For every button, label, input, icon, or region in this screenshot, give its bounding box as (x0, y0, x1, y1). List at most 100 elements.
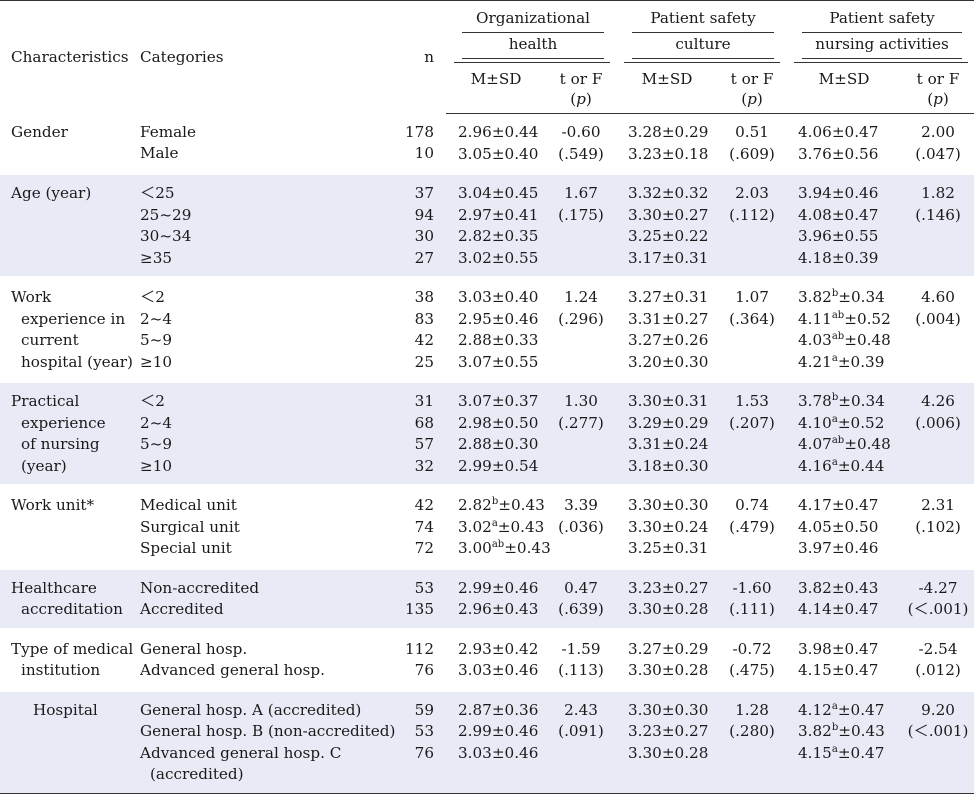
org-health-msd-cell-line: 3.02±0.55 (458, 248, 539, 267)
sd-value: ±0.44 (837, 456, 885, 475)
n-cell-line: 74 (414, 517, 434, 536)
posthoc-superscript: b (831, 288, 839, 299)
n-cell-line: 83 (414, 309, 434, 328)
sd-value: ±0.39 (837, 352, 885, 371)
safety-culture-tf-cell-line: 0.51 (735, 123, 769, 141)
safety-culture-tf-cell: 1.53 (.207) (718, 380, 787, 486)
posthoc-superscript: b (831, 722, 839, 733)
safety-culture-msd-cell-line: 3.27±0.31 (628, 288, 709, 306)
table-row: Practical experience of nursing (year) ＜2 2~4… (0, 380, 974, 486)
safety-culture-msd-cell-line: 3.27±0.26 (628, 331, 709, 349)
sd-value: ±0.43 (504, 539, 551, 557)
org-health-msd-cell-line: 3.05±0.40 (458, 144, 539, 163)
characteristic-cell: Hospital (0, 688, 134, 793)
org-health-tf-cell: 1.30 (.277) (546, 380, 617, 486)
n-cell-line: 25 (414, 352, 434, 371)
safety-nursing-msd-cell-line: 4.07ab±0.48 (798, 434, 902, 456)
safety-nursing-msd-cell-line: 3.82b±0.34 (798, 287, 902, 309)
org-health-msd-cell-line: 3.00ab±0.43 (458, 538, 551, 560)
safety-culture-msd-cell-line: 3.31±0.24 (628, 435, 709, 453)
safety-culture-msd-cell-line: 3.30±0.28 (628, 600, 709, 618)
safety-nursing-tf-cell: 4.26 (.006) (902, 380, 974, 486)
category-cell: ＜2 2~4 5~9 ≥10 (134, 380, 384, 486)
posthoc-superscript: a (491, 517, 498, 529)
n-cell-line: 72 (414, 539, 434, 557)
org-health-tf-cell: -0.60 (.549) (546, 114, 616, 174)
header-characteristics: Characteristics (0, 0, 134, 114)
mean-value: 4.03 (798, 331, 832, 349)
category-cell: Non-accredited Accredited (134, 566, 384, 629)
characteristic-cell-line: Work unit* (11, 496, 95, 514)
org-health-tf-cell-line: 1.24 (564, 288, 598, 306)
mean-value: 3.00 (458, 539, 492, 557)
safety-culture-msd-cell-line: 3.27±0.29 (628, 639, 709, 658)
safety-culture-msd-cell-line: 3.30±0.27 (628, 205, 709, 224)
safety-nursing-msd-cell: 3.82±0.43 4.14±0.47 (786, 566, 903, 629)
safety-culture-msd-cell-line: 3.30±0.28 (628, 661, 709, 679)
org-health-msd-cell: 2.82b±0.43 3.02a±0.43 3.00ab±0.43 (446, 484, 551, 568)
safety-culture-msd-cell: 3.28±0.29 3.23±0.18 (616, 114, 718, 174)
org-health-msd-cell: 3.04±0.45 2.97±0.41 2.82±0.35 3.02±0.55 (446, 172, 546, 278)
safety-nursing-tf-cell: -2.54 (.012) (902, 627, 974, 690)
characteristic-cell-line: current (21, 331, 79, 349)
safety-nursing-tf-cell-line: 9.20 (921, 700, 955, 719)
org-health-msd-cell-line: 2.99±0.46 (458, 578, 539, 597)
safety-culture-tf-cell-line: 1.07 (735, 288, 769, 306)
org-health-tf-cell-line: (.277) (558, 413, 604, 432)
org-health-tf-cell-line: 0.47 (564, 578, 598, 597)
org-health-tf-cell-line: -1.59 (561, 639, 601, 658)
category-cell: General hosp. A (accredited) General hosp… (134, 688, 396, 793)
safety-nursing-msd-cell-line: 4.03ab±0.48 (798, 330, 902, 352)
n-cell-line: 68 (414, 413, 434, 432)
safety-nursing-tf-cell-line: (.004) (915, 309, 961, 328)
table-row: Hospital General hosp. A (accredited) Gene… (0, 688, 974, 793)
org-health-tf-cell-line: 1.30 (564, 392, 598, 410)
safety-culture-msd-cell-line: 3.23±0.27 (628, 578, 709, 597)
org-health-msd-cell-line: 2.96±0.43 (458, 600, 539, 618)
safety-culture-tf-cell: -1.60 (.111) (718, 566, 787, 629)
safety-nursing-msd-cell-line: 4.17±0.47 (798, 496, 879, 514)
characteristic-cell-line: accreditation (21, 600, 123, 618)
safety-culture-tf-cell-line: -1.60 (732, 578, 772, 597)
org-health-msd-cell-line: 2.82±0.35 (458, 227, 539, 245)
safety-nursing-tf-cell-line: (＜.001) (907, 600, 969, 618)
safety-culture-msd-cell-line: 3.23±0.18 (628, 144, 709, 163)
org-health-msd-cell-line: 2.95±0.46 (458, 309, 539, 328)
safety-nursing-msd-cell-line: 3.76±0.56 (798, 144, 879, 163)
safety-nursing-msd-cell: 3.78b±0.34 4.10a±0.52 4.07ab±0.48 4.16a±0.4… (786, 380, 903, 486)
safety-culture-msd-cell-line: 3.32±0.32 (628, 184, 709, 202)
sd-value: ±0.48 (844, 331, 891, 349)
safety-nursing-tf-cell-line: (.146) (915, 205, 961, 224)
org-health-tf-cell-line: 1.67 (564, 184, 598, 202)
mean-value: 4.12 (798, 700, 832, 719)
safety-nursing-msd-cell: 3.94±0.46 4.08±0.47 3.96±0.55 4.18±0.39 (786, 172, 903, 278)
safety-nursing-tf-cell-line: 2.00 (921, 123, 955, 141)
safety-culture-msd-cell: 3.30±0.31 3.29±0.29 3.31±0.24 3.18±0.30 (616, 380, 719, 486)
posthoc-superscript: a (831, 700, 838, 712)
safety-nursing-msd-cell-line: 4.11ab±0.52 (798, 309, 902, 331)
n-cell-line: 42 (414, 331, 434, 349)
characteristic-cell-line: Practical (11, 392, 80, 410)
category-cell-line: General hosp. B (non-accredited) (140, 722, 396, 740)
safety-nursing-tf-cell-line: 4.26 (921, 392, 955, 410)
org-health-msd-cell-line: 2.98±0.50 (458, 413, 539, 432)
safety-nursing-msd-cell: 3.82b±0.34 4.11ab±0.52 4.03ab±0.48 4.21a±0.… (786, 276, 903, 382)
safety-culture-msd-cell: 3.27±0.31 3.31±0.27 3.27±0.26 3.20±0.30 (616, 276, 719, 382)
safety-nursing-msd-cell-line: 4.06±0.47 (798, 123, 879, 141)
org-health-msd-cell-line: 3.03±0.46 (458, 661, 539, 679)
safety-culture-tf-cell-line: (.364) (729, 309, 775, 328)
safety-culture-tf-cell: 1.07 (.364) (718, 276, 787, 382)
posthoc-superscript: ab (831, 331, 845, 342)
safety-nursing-msd-cell-line: 3.82b±0.43 (798, 721, 902, 743)
safety-culture-tf-cell: -0.72 (.475) (718, 627, 787, 690)
characteristic-cell-line: Hospital (33, 700, 98, 719)
org-health-msd-cell-line: 3.07±0.37 (458, 392, 539, 410)
safety-culture-msd-cell-line: 3.28±0.29 (628, 123, 709, 141)
mean-value: 2.82 (458, 496, 492, 514)
safety-culture-tf-cell-line: 0.74 (735, 496, 769, 514)
n-cell: 42 74 72 (384, 484, 446, 568)
sd-value: ±0.43 (498, 496, 545, 514)
safety-nursing-msd-cell-line: 3.82±0.43 (798, 578, 879, 597)
org-health-tf-cell: 2.43 (.091) (546, 688, 617, 793)
characteristic-cell: Age (year) (0, 172, 134, 278)
